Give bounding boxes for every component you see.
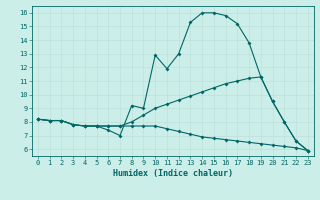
X-axis label: Humidex (Indice chaleur): Humidex (Indice chaleur) bbox=[113, 169, 233, 178]
